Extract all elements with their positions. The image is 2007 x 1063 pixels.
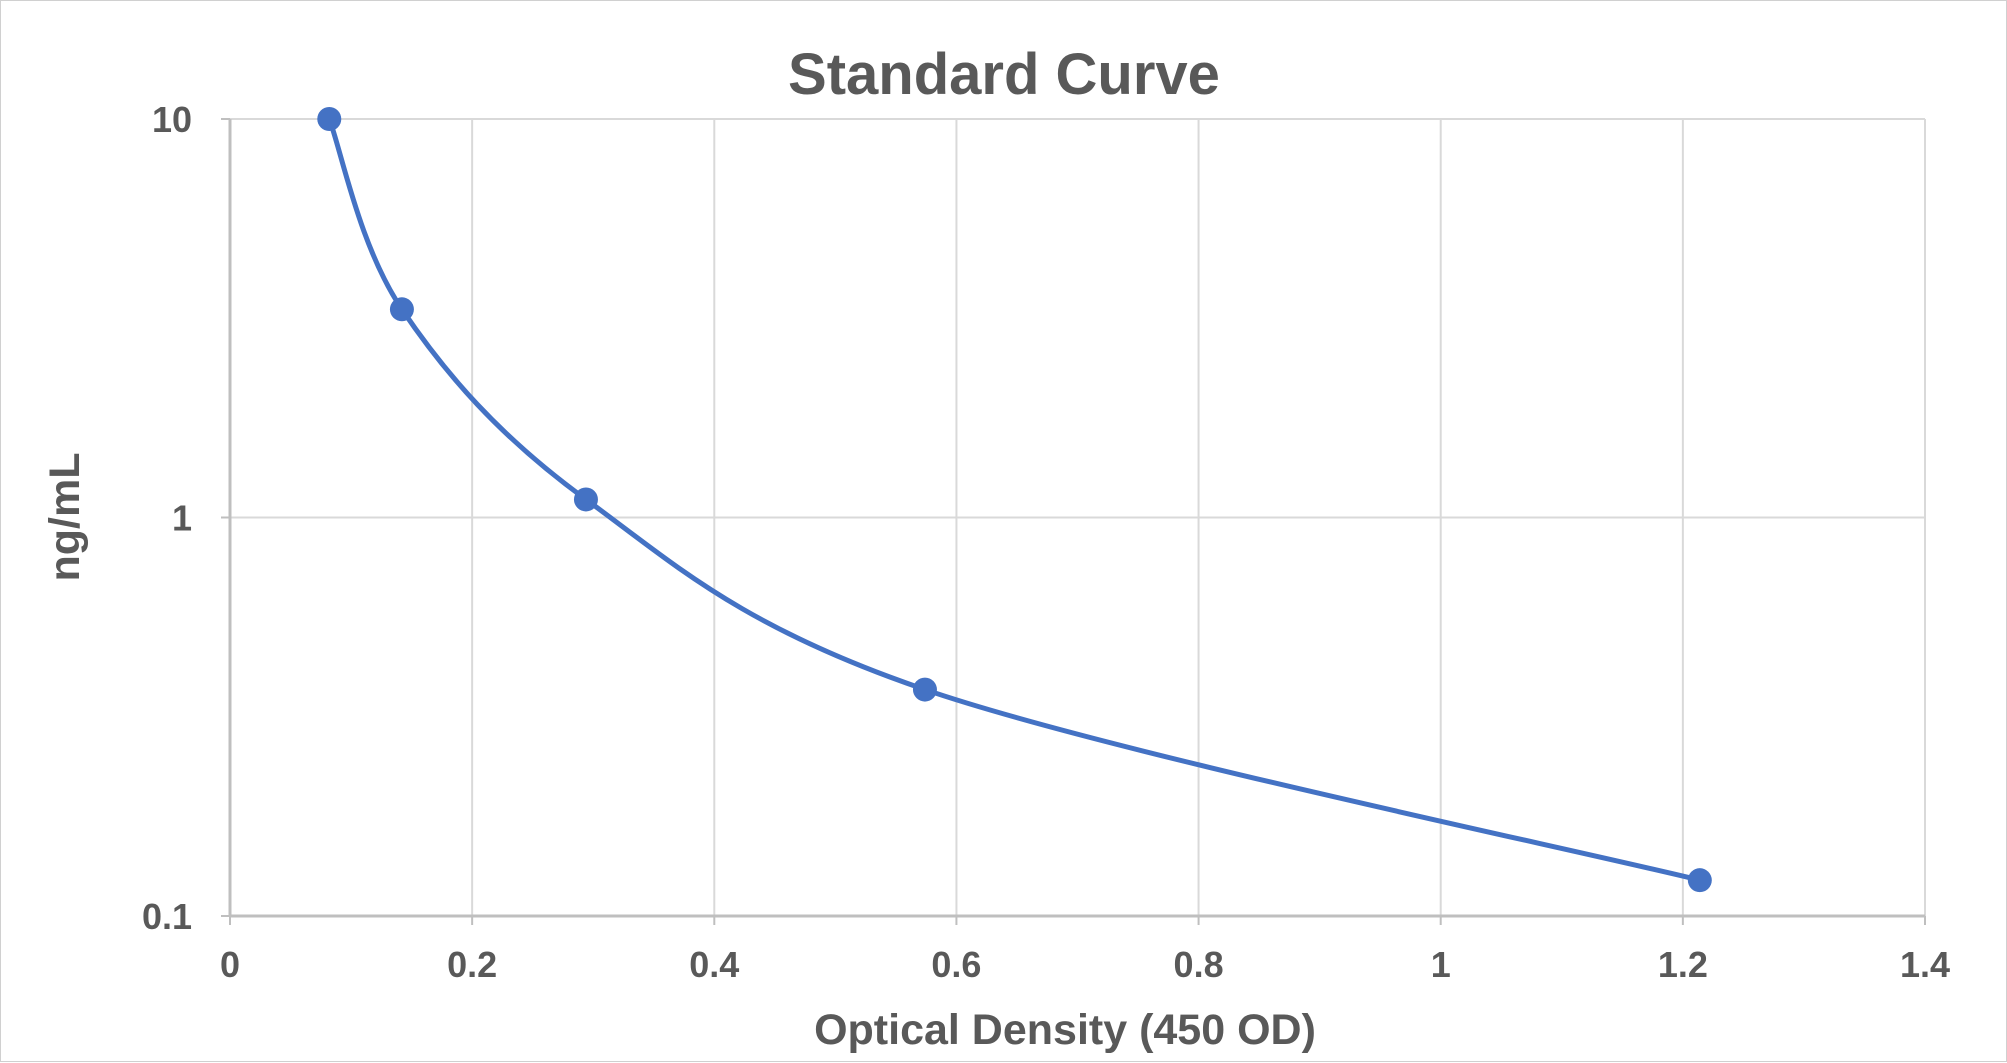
series-layer	[317, 107, 1712, 893]
data-point	[389, 297, 414, 322]
chart-title: Standard Curve	[788, 42, 1220, 107]
x-tick-label: 0.2	[447, 944, 497, 985]
x-axis-title: Optical Density (450 OD)	[814, 1006, 1316, 1054]
y-axis-title: ng/mL	[41, 453, 89, 582]
x-tick-label: 0	[220, 944, 240, 985]
axes	[221, 118, 1926, 925]
data-point	[912, 677, 937, 702]
x-tick-label: 0.6	[931, 944, 981, 985]
x-tick-label: 1.2	[1658, 944, 1708, 985]
x-tick-label: 1.4	[1900, 944, 1950, 985]
y-tick-label: 10	[152, 99, 192, 140]
data-point	[573, 487, 598, 512]
x-tick-label: 0.4	[689, 944, 739, 985]
y-tick-label: 1	[172, 498, 192, 539]
y-tick-label: 0.1	[142, 896, 192, 937]
x-tick-label: 0.8	[1174, 944, 1224, 985]
gridlines	[229, 118, 1926, 917]
series-line	[326, 116, 1703, 883]
tick-labels: 0 0.2 0.4 0.6 0.8 1 1.2 1.4 0.1 1 10	[142, 99, 1950, 985]
data-point	[317, 107, 342, 131]
data-point	[1687, 868, 1712, 893]
x-tick-label: 1	[1431, 944, 1451, 985]
